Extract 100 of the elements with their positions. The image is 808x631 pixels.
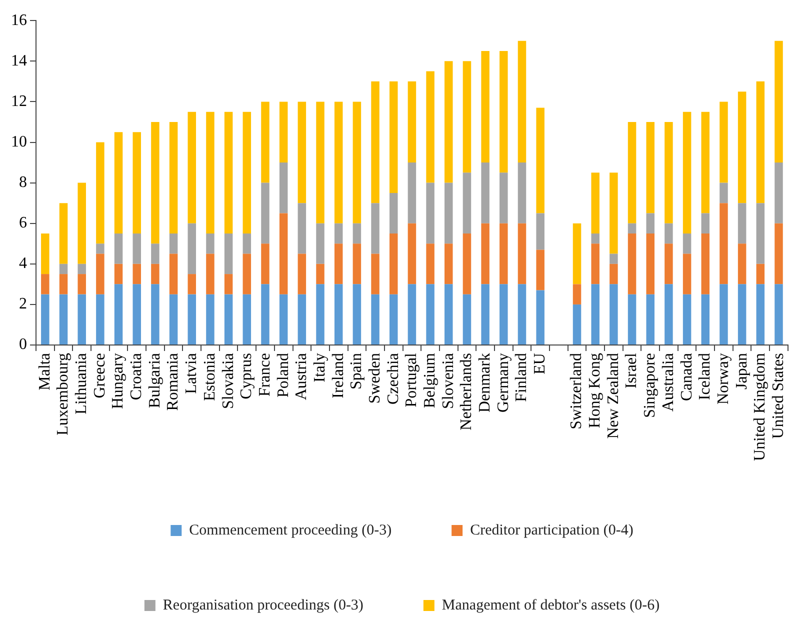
bar — [316, 102, 324, 224]
legend-label: Creditor participation (0-4) — [470, 522, 634, 538]
bar — [334, 223, 343, 244]
bar — [371, 203, 380, 254]
bar — [408, 284, 416, 345]
bar — [591, 284, 600, 345]
bar — [316, 264, 324, 284]
bar — [316, 223, 324, 264]
bar — [426, 244, 434, 284]
bar — [444, 284, 453, 345]
bar — [756, 264, 765, 284]
bar — [701, 233, 710, 294]
bar — [206, 112, 214, 234]
bar — [664, 223, 673, 244]
bar — [408, 223, 416, 284]
bar — [206, 233, 214, 254]
bar — [114, 233, 123, 264]
x-tick-label: Japan — [733, 353, 750, 390]
bar — [206, 294, 214, 345]
bar — [610, 254, 618, 264]
bar — [334, 102, 343, 224]
bar — [701, 213, 710, 234]
bar — [646, 233, 654, 294]
x-tick-label: United Kingdom — [752, 352, 769, 462]
bar — [572, 304, 582, 345]
bar — [500, 172, 508, 224]
y-tick-label: 2 — [19, 296, 27, 313]
x-tick-label: Finland — [513, 353, 530, 402]
bar — [628, 223, 636, 234]
x-tick-label: Czechia — [384, 353, 402, 405]
x-tick-label: Lithuania — [73, 353, 90, 414]
bar — [169, 233, 178, 254]
bar — [242, 254, 252, 294]
bar — [756, 81, 765, 204]
y-tick-label: 12 — [11, 92, 27, 110]
bar — [664, 284, 673, 345]
bar — [444, 182, 453, 244]
bar — [298, 254, 306, 294]
bar — [169, 122, 178, 234]
bar — [500, 223, 508, 284]
bar — [462, 172, 472, 234]
bar — [682, 112, 692, 234]
legend-label: Commencement proceeding (0-3) — [189, 522, 392, 538]
bar — [261, 182, 270, 244]
bar — [408, 81, 416, 163]
bar — [114, 284, 123, 345]
bar — [96, 254, 104, 294]
bar — [352, 244, 362, 284]
bar — [169, 294, 178, 345]
x-tick-label: Poland — [274, 353, 292, 398]
bar — [78, 182, 86, 264]
x-tick-label: Belgium — [422, 352, 439, 408]
bar — [298, 102, 306, 204]
bar — [41, 294, 50, 345]
bar — [500, 51, 508, 173]
bar — [389, 294, 398, 345]
bar — [151, 122, 160, 244]
bar — [462, 61, 472, 173]
x-tick-label: Ireland — [330, 353, 347, 398]
x-tick-label: Latvia — [183, 353, 200, 394]
x-tick-label: New Zealand — [604, 353, 622, 439]
bar — [242, 294, 252, 345]
y-tick-label: 14 — [11, 52, 27, 70]
bar — [279, 213, 288, 294]
x-tick-label: Australia — [660, 353, 677, 412]
bar — [756, 203, 765, 264]
bar — [371, 254, 380, 294]
bar — [720, 182, 728, 204]
bar — [646, 294, 654, 345]
bar — [701, 294, 710, 345]
bar — [518, 223, 526, 284]
bar — [371, 294, 380, 345]
bar — [628, 233, 636, 294]
bar — [151, 264, 160, 284]
x-tick-label: Slovakia — [220, 353, 237, 410]
x-tick-label: France — [256, 353, 274, 397]
y-tick-label: 6 — [19, 214, 27, 232]
bar — [132, 233, 141, 264]
bar — [518, 40, 526, 163]
bar — [682, 294, 692, 345]
y-tick-label: 8 — [19, 174, 27, 192]
x-tick-label: Germany — [494, 353, 512, 413]
bar — [682, 254, 692, 294]
bar — [572, 223, 582, 284]
bar — [132, 264, 141, 284]
bar — [664, 122, 673, 224]
bar — [518, 162, 526, 224]
bar — [224, 112, 233, 234]
bar — [536, 213, 544, 250]
x-tick-label: Estonia — [201, 353, 218, 402]
bar — [151, 244, 160, 264]
x-tick-label: Croatia — [128, 353, 146, 400]
bar — [279, 162, 288, 214]
bar — [188, 274, 196, 294]
bar — [206, 254, 214, 294]
bar — [444, 61, 453, 183]
bar — [96, 244, 104, 254]
bar — [591, 172, 600, 234]
bar — [242, 233, 252, 254]
bar — [610, 172, 618, 254]
